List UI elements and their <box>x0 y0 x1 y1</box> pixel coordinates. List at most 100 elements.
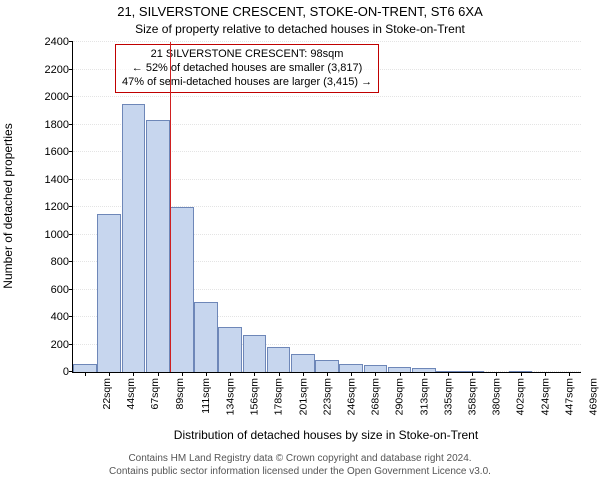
y-tick-label: 2400 <box>45 36 69 48</box>
y-tick-mark <box>69 316 73 317</box>
x-tick-mark <box>351 372 352 376</box>
y-tick-mark <box>69 124 73 125</box>
histogram-bar <box>364 365 388 372</box>
y-tick-mark <box>69 69 73 70</box>
x-tick-label: 380sqm <box>491 378 503 415</box>
y-tick-label: 0 <box>63 366 69 378</box>
histogram-bar <box>315 360 339 372</box>
x-tick-mark <box>327 372 328 376</box>
y-tick-mark <box>69 151 73 152</box>
x-tick-mark <box>109 372 110 376</box>
x-tick-mark <box>545 372 546 376</box>
y-tick-label: 1000 <box>45 229 69 241</box>
y-tick-label: 1800 <box>45 119 69 131</box>
histogram-bar <box>97 214 121 372</box>
x-tick-mark <box>85 372 86 376</box>
y-tick-mark <box>69 234 73 235</box>
x-tick-label: 134sqm <box>225 378 237 415</box>
x-tick-mark <box>448 372 449 376</box>
y-tick-label: 1200 <box>45 201 69 213</box>
x-tick-label: 246sqm <box>346 378 358 415</box>
x-tick-label: 447sqm <box>563 378 575 415</box>
gridline <box>73 96 581 97</box>
x-tick-label: 156sqm <box>249 378 261 415</box>
y-tick-label: 1400 <box>45 174 69 186</box>
y-tick-label: 400 <box>51 311 69 323</box>
histogram-bar <box>218 327 242 372</box>
x-tick-label: 111sqm <box>200 378 212 414</box>
marker-line <box>170 42 171 372</box>
chart-title: 21, SILVERSTONE CRESCENT, STOKE-ON-TRENT… <box>0 4 600 19</box>
y-tick-label: 2000 <box>45 91 69 103</box>
x-tick-mark <box>279 372 280 376</box>
x-tick-label: 424sqm <box>539 378 551 415</box>
y-tick-label: 1600 <box>45 146 69 158</box>
histogram-bar <box>509 371 533 372</box>
annotation-box: 21 SILVERSTONE CRESCENT: 98sqm ← 52% of … <box>115 44 379 93</box>
x-tick-mark <box>158 372 159 376</box>
y-tick-mark <box>69 344 73 345</box>
x-tick-mark <box>569 372 570 376</box>
y-tick-mark <box>69 261 73 262</box>
y-tick-label: 200 <box>51 339 69 351</box>
x-tick-mark <box>375 372 376 376</box>
y-axis-label: Number of detached properties <box>1 56 15 356</box>
annotation-line3: 47% of semi-detached houses are larger (… <box>122 76 372 90</box>
x-tick-label: 290sqm <box>394 378 406 415</box>
x-tick-mark <box>230 372 231 376</box>
x-tick-mark <box>400 372 401 376</box>
histogram-bar <box>267 347 291 372</box>
x-tick-label: 223sqm <box>321 378 333 415</box>
y-tick-mark <box>69 96 73 97</box>
x-tick-label: 313sqm <box>418 378 430 415</box>
y-tick-mark <box>69 206 73 207</box>
x-tick-mark <box>182 372 183 376</box>
histogram-bar <box>436 371 460 372</box>
annotation-line1: 21 SILVERSTONE CRESCENT: 98sqm <box>122 48 372 62</box>
x-tick-label: 22sqm <box>101 378 113 410</box>
x-tick-label: 268sqm <box>370 378 382 415</box>
x-tick-mark <box>472 372 473 376</box>
x-tick-label: 67sqm <box>149 378 161 410</box>
histogram-bar <box>412 368 436 372</box>
x-tick-label: 89sqm <box>173 378 185 410</box>
x-tick-mark <box>303 372 304 376</box>
x-tick-mark <box>133 372 134 376</box>
histogram-bar <box>73 364 97 372</box>
x-tick-label: 178sqm <box>273 378 285 415</box>
x-tick-mark <box>206 372 207 376</box>
x-tick-label: 44sqm <box>125 378 137 410</box>
histogram-bar <box>291 354 315 372</box>
x-tick-label: 358sqm <box>467 378 479 415</box>
histogram-bar <box>146 120 170 372</box>
attribution-line1: Contains HM Land Registry data © Crown c… <box>0 452 600 465</box>
x-tick-label: 201sqm <box>297 378 309 415</box>
x-tick-label: 335sqm <box>442 378 454 415</box>
y-tick-label: 2200 <box>45 64 69 76</box>
y-tick-mark <box>69 41 73 42</box>
attribution-text: Contains HM Land Registry data © Crown c… <box>0 452 600 478</box>
gridline <box>73 41 581 42</box>
histogram-bar <box>122 104 146 372</box>
histogram-bar <box>194 302 218 372</box>
histogram-bar <box>170 207 194 372</box>
x-axis-label: Distribution of detached houses by size … <box>72 428 580 442</box>
x-tick-label: 402sqm <box>515 378 527 415</box>
x-tick-mark <box>254 372 255 376</box>
histogram-bar <box>460 371 484 372</box>
annotation-line2: ← 52% of detached houses are smaller (3,… <box>122 62 372 76</box>
attribution-line2: Contains public sector information licen… <box>0 465 600 478</box>
y-tick-label: 800 <box>51 256 69 268</box>
x-tick-label: 469sqm <box>588 378 600 415</box>
y-tick-label: 600 <box>51 284 69 296</box>
histogram-bar <box>339 364 363 372</box>
y-tick-mark <box>69 179 73 180</box>
y-tick-mark <box>69 289 73 290</box>
histogram-bar <box>388 367 412 373</box>
histogram-chart: 21, SILVERSTONE CRESCENT, STOKE-ON-TRENT… <box>0 0 600 500</box>
x-tick-mark <box>424 372 425 376</box>
histogram-bar <box>243 335 267 372</box>
chart-subtitle: Size of property relative to detached ho… <box>0 22 600 36</box>
x-tick-mark <box>521 372 522 376</box>
x-tick-mark <box>496 372 497 376</box>
